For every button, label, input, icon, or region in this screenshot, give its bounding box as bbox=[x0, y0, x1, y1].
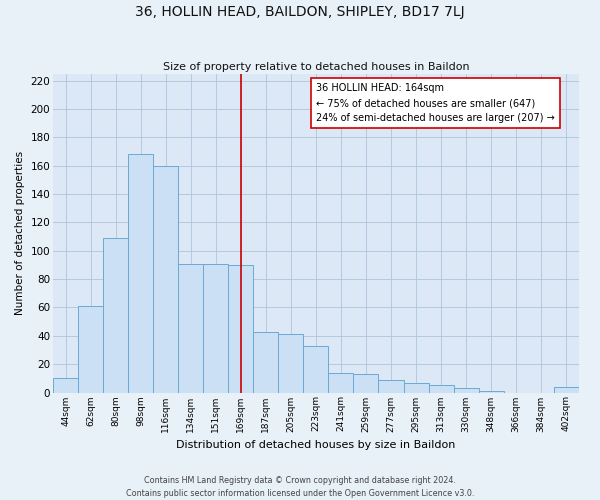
Y-axis label: Number of detached properties: Number of detached properties bbox=[15, 151, 25, 315]
Bar bbox=[404, 382, 428, 392]
Bar bbox=[353, 374, 379, 392]
Bar bbox=[203, 264, 229, 392]
Text: 36 HOLLIN HEAD: 164sqm
← 75% of detached houses are smaller (647)
24% of semi-de: 36 HOLLIN HEAD: 164sqm ← 75% of detached… bbox=[316, 83, 554, 123]
Bar bbox=[128, 154, 153, 392]
Bar bbox=[304, 346, 328, 393]
Text: Contains HM Land Registry data © Crown copyright and database right 2024.
Contai: Contains HM Land Registry data © Crown c… bbox=[126, 476, 474, 498]
Text: 36, HOLLIN HEAD, BAILDON, SHIPLEY, BD17 7LJ: 36, HOLLIN HEAD, BAILDON, SHIPLEY, BD17 … bbox=[135, 5, 465, 19]
Bar bbox=[454, 388, 479, 392]
Bar bbox=[178, 264, 203, 392]
Title: Size of property relative to detached houses in Baildon: Size of property relative to detached ho… bbox=[163, 62, 469, 72]
Bar bbox=[153, 166, 178, 392]
X-axis label: Distribution of detached houses by size in Baildon: Distribution of detached houses by size … bbox=[176, 440, 455, 450]
Bar bbox=[103, 238, 128, 392]
Bar bbox=[479, 391, 503, 392]
Bar bbox=[229, 265, 253, 392]
Bar bbox=[428, 386, 454, 392]
Bar bbox=[554, 387, 579, 392]
Bar bbox=[379, 380, 404, 392]
Bar bbox=[278, 334, 304, 392]
Bar bbox=[328, 372, 353, 392]
Bar bbox=[78, 306, 103, 392]
Bar bbox=[53, 378, 78, 392]
Bar bbox=[253, 332, 278, 392]
